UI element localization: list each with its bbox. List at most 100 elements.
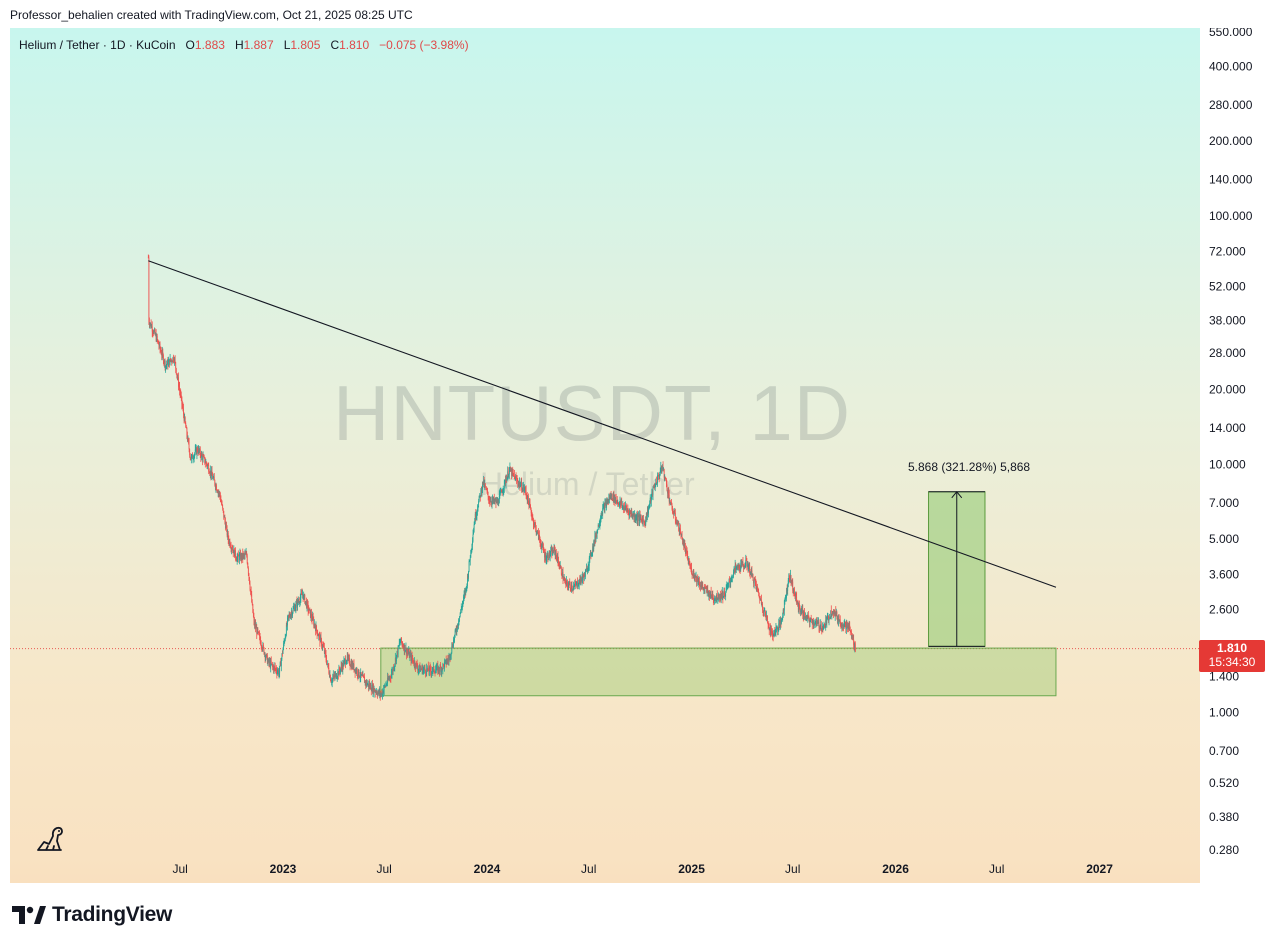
candle-body bbox=[273, 666, 275, 671]
candle-body bbox=[468, 570, 469, 578]
candle-body bbox=[390, 677, 392, 679]
candle-body bbox=[396, 651, 398, 655]
candle-body bbox=[674, 512, 676, 514]
candle-body bbox=[464, 592, 466, 595]
candle-body bbox=[293, 607, 295, 609]
candle-body bbox=[838, 618, 840, 622]
candle-body bbox=[717, 597, 719, 600]
candle-body bbox=[204, 457, 206, 463]
candle-body bbox=[293, 607, 295, 608]
candle-body bbox=[160, 348, 161, 351]
candle-body bbox=[486, 489, 487, 491]
price-tick-label: 0.520 bbox=[1209, 776, 1239, 790]
candle-body bbox=[550, 550, 552, 555]
candle-body bbox=[653, 487, 654, 489]
candle-body bbox=[635, 518, 637, 520]
candle-body bbox=[466, 586, 468, 587]
candle-body bbox=[690, 567, 691, 569]
candle-body bbox=[479, 495, 481, 497]
candle-body bbox=[336, 676, 338, 678]
candle-body bbox=[852, 635, 853, 640]
candle-body bbox=[209, 472, 211, 474]
candle-body bbox=[338, 668, 340, 676]
candle-body bbox=[270, 661, 272, 668]
legend-close-value: 1.810 bbox=[339, 38, 370, 52]
candle-body bbox=[711, 595, 713, 598]
candle-body bbox=[476, 511, 478, 516]
candle-body bbox=[715, 597, 716, 599]
candle-body bbox=[459, 616, 461, 621]
candle-body bbox=[202, 456, 204, 461]
candle-body bbox=[171, 359, 173, 362]
candle-body bbox=[185, 427, 187, 429]
candle-body bbox=[793, 588, 795, 594]
candle-body bbox=[315, 625, 317, 631]
candle-body bbox=[330, 680, 332, 683]
candle-body bbox=[226, 526, 228, 536]
candle-body bbox=[647, 510, 648, 517]
candle-body bbox=[512, 470, 514, 473]
candle-body bbox=[386, 683, 388, 685]
candle-body bbox=[285, 635, 287, 638]
candle-body bbox=[530, 506, 531, 509]
candle-body bbox=[487, 491, 488, 493]
candle-body bbox=[353, 663, 354, 669]
legend-low-value: 1.805 bbox=[290, 38, 321, 52]
candle-body bbox=[168, 361, 169, 366]
candle-body bbox=[538, 531, 539, 540]
candle-body bbox=[435, 669, 437, 671]
chart-area[interactable]: HNTUSDT, 1D Helium / Tether 550.000 400.0… bbox=[10, 28, 1269, 883]
candle-body bbox=[220, 495, 221, 501]
candle-body bbox=[166, 360, 168, 365]
candle-body bbox=[240, 554, 242, 560]
candle-body bbox=[706, 588, 708, 593]
candle-body bbox=[332, 677, 334, 680]
price-chart[interactable]: 550.000 400.000 280.000 200.000 140.000 100.0… bbox=[10, 28, 1269, 883]
candle-body bbox=[449, 654, 451, 658]
candle-body bbox=[848, 625, 850, 629]
candle-body bbox=[506, 476, 508, 482]
candle-body bbox=[613, 494, 615, 502]
candle-body bbox=[169, 359, 170, 365]
candle-body bbox=[534, 523, 535, 525]
candle-body bbox=[691, 567, 692, 574]
candle-body bbox=[313, 619, 315, 626]
candle-body bbox=[821, 628, 823, 631]
candle-body bbox=[777, 626, 779, 631]
candle-body bbox=[606, 502, 608, 506]
candle-body bbox=[400, 637, 402, 642]
candle-body bbox=[394, 658, 396, 664]
candle-body bbox=[258, 632, 260, 635]
candle-body bbox=[451, 645, 453, 653]
candle-body bbox=[303, 594, 305, 596]
price-axis[interactable] bbox=[1200, 28, 1269, 883]
candle-body bbox=[769, 628, 771, 631]
candle-body bbox=[691, 573, 693, 575]
candle-body bbox=[327, 663, 329, 665]
candle-body bbox=[809, 619, 811, 623]
candle-body bbox=[479, 495, 481, 497]
time-axis[interactable] bbox=[10, 856, 1200, 883]
symbol-legend[interactable]: Helium / Tether · 1D · KuCoin O1.883 H1.… bbox=[19, 38, 469, 52]
candle-body bbox=[389, 676, 391, 679]
candle-body bbox=[273, 666, 274, 671]
candle-body bbox=[652, 487, 654, 496]
candle-body bbox=[247, 563, 249, 568]
candle-body bbox=[170, 358, 172, 361]
candle-body bbox=[835, 611, 837, 617]
candle-body bbox=[429, 667, 431, 668]
candle-body bbox=[716, 593, 718, 600]
candle-body bbox=[595, 535, 597, 540]
candle-body bbox=[547, 554, 549, 560]
candle-body bbox=[811, 619, 813, 623]
candle-body bbox=[307, 603, 309, 611]
candle-body bbox=[196, 448, 198, 454]
legend-high-label: H bbox=[234, 38, 244, 52]
candle-body bbox=[346, 660, 348, 664]
candle-body bbox=[504, 480, 506, 481]
candle-body bbox=[619, 502, 620, 506]
candle-body bbox=[331, 682, 333, 683]
candle-body bbox=[364, 680, 366, 684]
candle-body bbox=[199, 449, 201, 455]
candle-body bbox=[582, 575, 584, 577]
